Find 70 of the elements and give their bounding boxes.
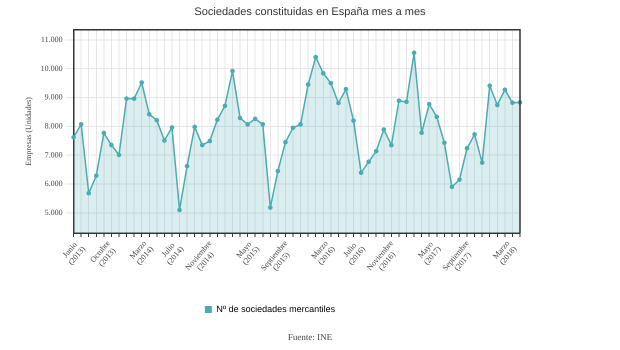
point <box>389 142 394 148</box>
legend-label: Nº de sociedades mercantiles <box>216 304 336 314</box>
point <box>320 71 326 76</box>
point <box>86 190 92 196</box>
point <box>351 118 356 123</box>
point <box>306 82 310 87</box>
point <box>71 135 76 140</box>
point <box>382 127 386 132</box>
point <box>495 102 500 108</box>
point <box>328 80 334 86</box>
point <box>358 170 364 176</box>
point <box>450 184 454 190</box>
point <box>207 138 212 144</box>
point <box>283 140 288 145</box>
point <box>230 68 235 74</box>
y-tick-label: 5.000 <box>44 208 63 217</box>
point <box>132 96 136 101</box>
point <box>464 146 470 151</box>
point <box>260 122 266 127</box>
point <box>366 160 371 164</box>
point <box>184 164 190 168</box>
y-tick-label: 8.000 <box>44 121 63 130</box>
y-tick-label: 11.000 <box>40 34 63 44</box>
point <box>192 124 197 130</box>
point <box>124 96 129 101</box>
point <box>200 142 205 148</box>
point <box>426 102 432 106</box>
y-tick-label: 6.000 <box>44 179 63 188</box>
point <box>102 130 106 136</box>
point <box>344 86 348 92</box>
point <box>139 80 144 85</box>
point <box>94 173 99 178</box>
point <box>109 142 114 148</box>
point <box>419 130 424 135</box>
point <box>268 205 273 210</box>
point <box>336 100 341 106</box>
point <box>222 104 228 108</box>
point <box>154 118 160 123</box>
point <box>510 100 515 106</box>
point <box>238 116 242 120</box>
source-note: Fuente: INE <box>286 332 334 342</box>
point <box>472 132 477 137</box>
point <box>170 125 174 130</box>
point <box>412 50 416 56</box>
point <box>276 168 280 174</box>
point <box>298 122 303 127</box>
point <box>502 87 508 92</box>
point <box>374 148 379 154</box>
y-tick-label: 7.000 <box>44 150 63 160</box>
point <box>215 117 220 122</box>
point <box>487 83 492 88</box>
point <box>252 116 258 122</box>
y-tick-label: 9.000 <box>44 92 63 102</box>
point <box>313 54 318 60</box>
y-tick-label: 10.000 <box>40 64 63 73</box>
point <box>116 152 122 158</box>
point <box>434 114 440 120</box>
point <box>442 140 447 146</box>
point <box>396 98 402 104</box>
point <box>245 122 250 127</box>
point <box>78 122 84 127</box>
point <box>162 138 167 143</box>
point <box>290 125 296 130</box>
point <box>404 100 409 104</box>
point <box>480 160 484 165</box>
point <box>146 112 152 117</box>
y-axis-title: Empresas (Unidades) <box>24 96 33 166</box>
point <box>457 177 462 182</box>
point <box>177 208 182 212</box>
chart-title: Sociedades constituidas en España mes a mes <box>193 6 427 18</box>
